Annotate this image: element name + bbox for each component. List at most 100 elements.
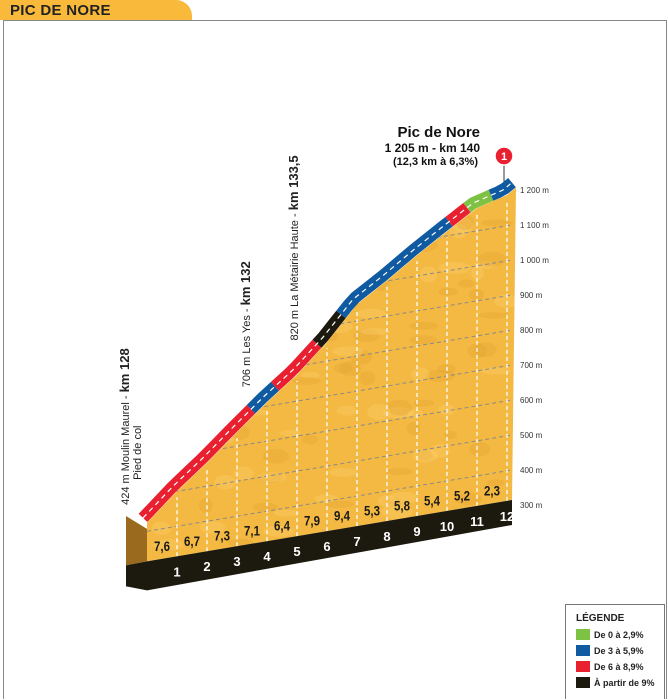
gradient-label: 7,6 (154, 538, 170, 554)
terrain-texture (469, 442, 490, 456)
legend-title: LÉGENDE (576, 613, 624, 624)
legend: LÉGENDE De 0 à 2,9% De 3 à 5,9% De 6 à 8… (565, 604, 665, 699)
terrain-texture (250, 252, 273, 263)
annotation-place: 820 m La Métairie Haute - (289, 210, 301, 340)
climb-annotation: 424 m Moulin Maurel - km 128 (117, 348, 132, 505)
gradient-label: 5,4 (424, 492, 440, 508)
profile-chart: 300 m400 m500 m600 m700 m800 m900 m1 000… (0, 0, 668, 700)
terrain-texture (359, 371, 375, 385)
terrain-texture (203, 313, 234, 324)
terrain-texture (362, 198, 389, 205)
legend-item-green: De 0 à 2,9% (576, 629, 644, 640)
terrain-texture (338, 247, 369, 260)
terrain-texture (419, 266, 437, 282)
y-tick-label: 600 m (520, 396, 543, 405)
terrain-texture (145, 305, 159, 317)
terrain-texture (165, 271, 185, 286)
terrain-texture (159, 423, 184, 435)
gradient-label: 5,2 (454, 487, 470, 503)
y-tick-label: 1 200 m (520, 186, 549, 195)
terrain-texture (200, 369, 229, 384)
terrain-texture (211, 300, 233, 315)
terrain-texture (251, 303, 272, 313)
terrain-texture (246, 199, 270, 208)
gradient-label: 7,3 (214, 528, 230, 544)
terrain-texture (223, 344, 240, 359)
y-tick-label: 800 m (520, 326, 543, 335)
terrain-texture (477, 252, 506, 267)
summit-stats: (12,3 km à 6,3%) (393, 156, 478, 168)
km-label: 4 (263, 549, 271, 564)
km-label: 11 (470, 514, 484, 529)
terrain-texture (424, 193, 448, 208)
terrain-texture (170, 233, 190, 242)
side-face (126, 516, 147, 565)
km-label: 12 (500, 509, 514, 524)
legend-item-black: À partir de 9% (576, 677, 655, 688)
km-label: 9 (413, 524, 420, 539)
terrain-texture (157, 378, 183, 387)
terrain-texture (193, 413, 223, 422)
terrain-texture (220, 350, 242, 365)
km-label: 5 (293, 544, 300, 559)
terrain-texture (438, 288, 458, 296)
terrain-texture (274, 510, 300, 517)
y-tick-label: 400 m (520, 466, 543, 475)
terrain-texture (409, 322, 438, 330)
terrain-texture (279, 430, 301, 436)
terrain-texture (207, 335, 222, 344)
km-label: 7 (353, 534, 360, 549)
terrain-texture (411, 367, 429, 380)
terrain-texture (360, 231, 374, 247)
km-label: 3 (233, 554, 240, 569)
terrain-texture (198, 207, 226, 218)
climb-profile-card: PIC DE NORE 300 m 400 m 500 m 600 m 700 m 800… (0, 0, 668, 700)
y-tick-label: 500 m (520, 431, 543, 440)
gradient-label: 6,4 (274, 518, 290, 534)
km-label: 10 (440, 519, 454, 534)
terrain-texture (329, 468, 357, 477)
terrain-texture (306, 213, 333, 225)
annotation-sub: Pied de col (132, 425, 144, 479)
legend-item-red: De 6 à 8,9% (576, 661, 644, 672)
terrain-texture (257, 472, 287, 482)
terrain-texture (234, 236, 253, 247)
summit-elevation: 1 205 m - km 140 (385, 141, 481, 155)
terrain-texture (216, 389, 230, 401)
terrain-texture (444, 431, 457, 440)
annotation-km: km 133,5 (286, 155, 301, 210)
terrain-texture (174, 251, 192, 262)
terrain-texture (150, 354, 176, 369)
gradient-label: 9,4 (334, 508, 350, 524)
gradient-label: 6,7 (184, 533, 200, 549)
climb-annotation: 820 m La Métairie Haute - km 133,5 (286, 155, 301, 340)
gradient-label: 7,1 (244, 523, 260, 539)
terrain-texture (336, 406, 356, 416)
y-tick-label: 300 m (520, 501, 543, 510)
km-label: 2 (203, 559, 210, 574)
terrain-texture (494, 295, 518, 308)
gradient-label: 2,3 (484, 482, 500, 498)
legend-item-blue: De 3 à 5,9% (576, 645, 644, 656)
terrain-texture (259, 236, 280, 247)
km-label: 1 (173, 564, 180, 579)
terrain-texture (301, 372, 320, 378)
terrain-texture (458, 279, 475, 287)
terrain-texture (328, 232, 351, 240)
terrain-texture (236, 198, 249, 210)
terrain-texture (336, 248, 367, 259)
terrain-texture (387, 468, 413, 475)
terrain-texture (200, 356, 232, 372)
terrain-texture (199, 498, 213, 513)
terrain-texture (334, 363, 353, 373)
y-tick-label: 900 m (520, 291, 543, 300)
terrain-texture (181, 211, 213, 221)
gradient-label: 7,9 (304, 513, 320, 529)
terrain-texture (209, 290, 225, 303)
climb-annotation: 706 m Les Yes - km 132 (238, 261, 253, 387)
annotation-km: km 132 (238, 261, 253, 305)
terrain-texture (186, 333, 202, 345)
terrain-texture (360, 328, 390, 335)
terrain-texture (193, 294, 221, 302)
terrain-texture (479, 312, 509, 318)
